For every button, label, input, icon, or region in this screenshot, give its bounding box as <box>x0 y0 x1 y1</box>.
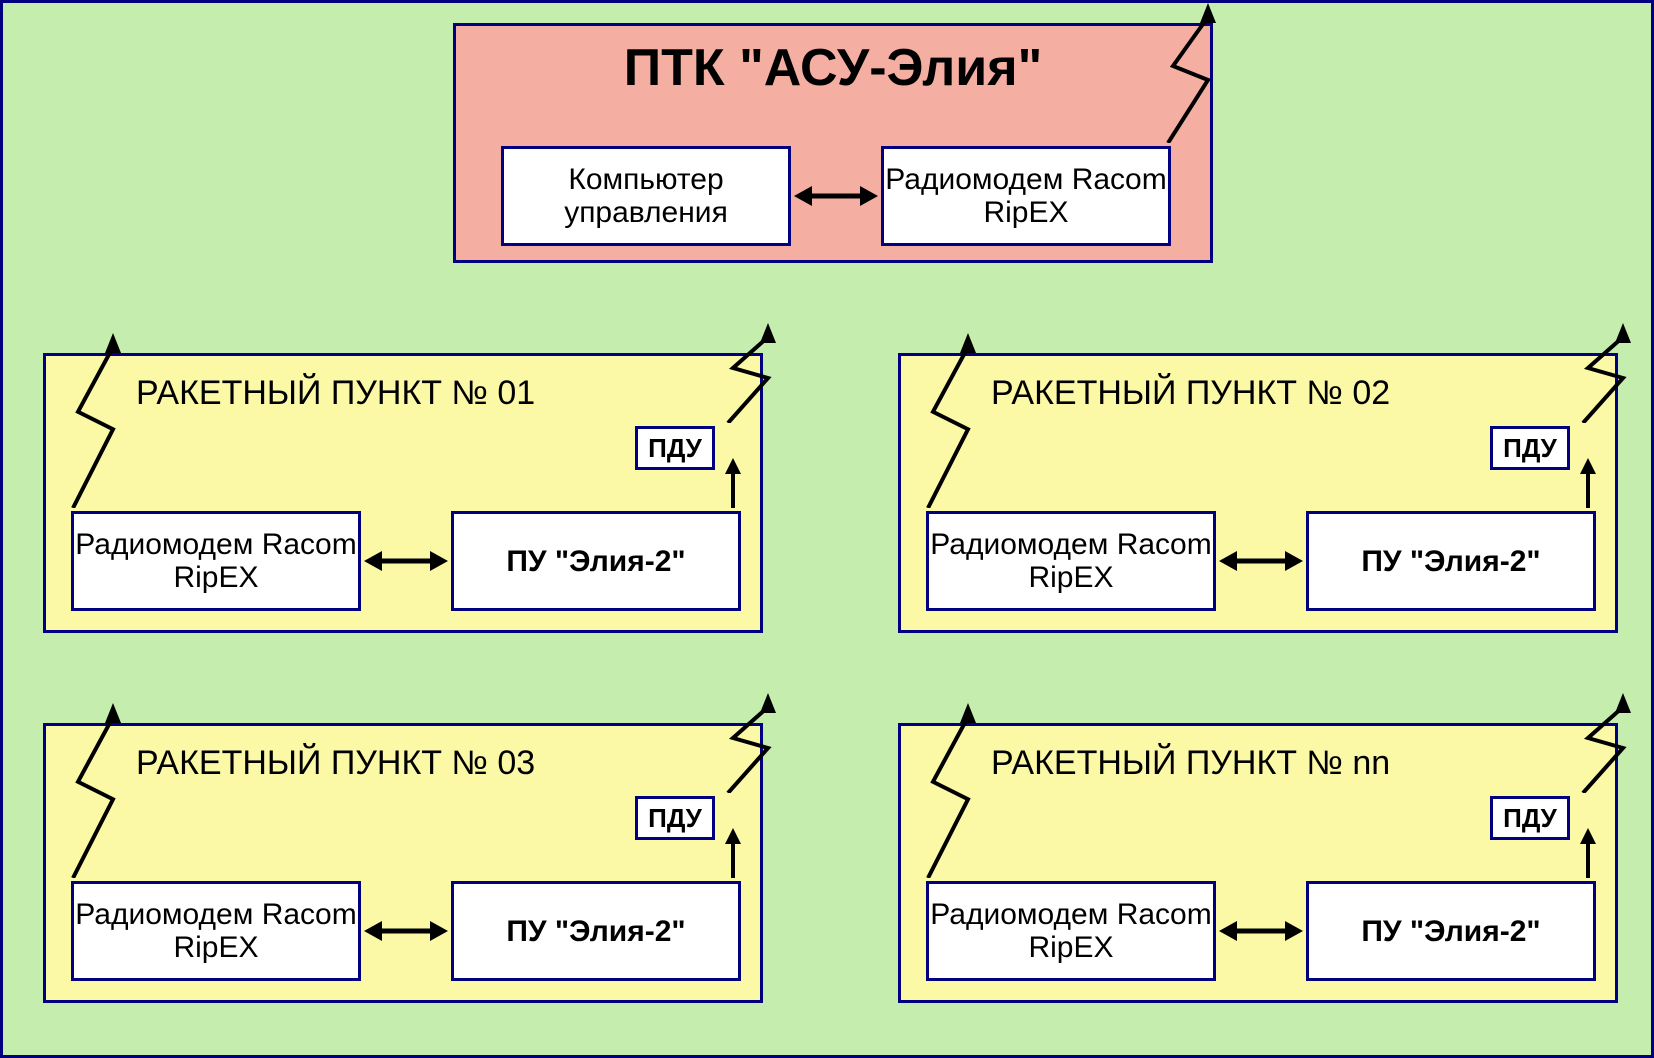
station-radiomodem-label: Радиомодем Racom RipEX <box>74 528 358 594</box>
station-title: РАКЕТНЫЙ ПУНКТ № 01 <box>136 374 535 413</box>
station-pu-box: ПУ "Элия-2" <box>1306 511 1596 611</box>
pdu-label: ПДУ <box>1503 433 1557 464</box>
bidir-arrow-icon <box>1219 546 1303 576</box>
antenna-icon <box>718 323 798 423</box>
station-radiomodem-box: Радиомодем Racom RipEX <box>71 881 361 981</box>
small-antenna-icon <box>1576 458 1600 508</box>
station-title: РАКЕТНЫЙ ПУНКТ № 02 <box>991 374 1390 413</box>
station-radiomodem-box: Радиомодем Racom RipEX <box>926 511 1216 611</box>
pdu-label: ПДУ <box>648 433 702 464</box>
ptk-block: ПТК "АСУ-Элия" Компьютер управления Радиом… <box>453 23 1213 263</box>
antenna-icon <box>1573 693 1653 793</box>
bidir-arrow-icon <box>794 181 878 211</box>
station-pu-box: ПУ "Элия-2" <box>1306 881 1596 981</box>
station-pu-label: ПУ "Элия-2" <box>506 915 685 948</box>
ptk-computer-box: Компьютер управления <box>501 146 791 246</box>
station-pu-box: ПУ "Элия-2" <box>451 881 741 981</box>
antenna-icon <box>1158 3 1238 143</box>
bidir-arrow-icon <box>364 916 448 946</box>
station-title: РАКЕТНЫЙ ПУНКТ № nn <box>991 744 1390 783</box>
station-block: РАКЕТНЫЙ ПУНКТ № 03 ПДУ Радиомодем Racom R… <box>43 723 763 1003</box>
station-radiomodem-label: Радиомодем Racom RipEX <box>74 898 358 964</box>
antenna-icon <box>718 693 798 793</box>
pdu-box: ПДУ <box>1490 796 1570 840</box>
ptk-radiomodem-box: Радиомодем Racom RipEX <box>881 146 1171 246</box>
station-block: РАКЕТНЫЙ ПУНКТ № 01 ПДУ Радиомодем Racom R… <box>43 353 763 633</box>
antenna-icon <box>1573 323 1653 423</box>
small-antenna-icon <box>721 458 745 508</box>
bidir-arrow-icon <box>364 546 448 576</box>
ptk-radiomodem-label: Радиомодем Racom RipEX <box>884 163 1168 229</box>
pdu-label: ПДУ <box>1503 803 1557 834</box>
station-radiomodem-label: Радиомодем Racom RipEX <box>929 898 1213 964</box>
station-block: РАКЕТНЫЙ ПУНКТ № nn ПДУ Радиомодем Racom R… <box>898 723 1618 1003</box>
antenna-icon <box>63 333 143 508</box>
pdu-box: ПДУ <box>1490 426 1570 470</box>
small-antenna-icon <box>1576 828 1600 878</box>
antenna-icon <box>63 703 143 878</box>
station-title: РАКЕТНЫЙ ПУНКТ № 03 <box>136 744 535 783</box>
diagram-canvas: ПТК "АСУ-Элия" Компьютер управления Радиом… <box>0 0 1654 1058</box>
ptk-title: ПТК "АСУ-Элия" <box>456 38 1210 98</box>
station-pu-box: ПУ "Элия-2" <box>451 511 741 611</box>
pdu-box: ПДУ <box>635 426 715 470</box>
antenna-icon <box>918 333 998 508</box>
antenna-icon <box>918 703 998 878</box>
small-antenna-icon <box>721 828 745 878</box>
station-block: РАКЕТНЫЙ ПУНКТ № 02 ПДУ Радиомодем Racom R… <box>898 353 1618 633</box>
station-radiomodem-label: Радиомодем Racom RipEX <box>929 528 1213 594</box>
pdu-label: ПДУ <box>648 803 702 834</box>
station-pu-label: ПУ "Элия-2" <box>506 545 685 578</box>
ptk-computer-label: Компьютер управления <box>504 163 788 229</box>
bidir-arrow-icon <box>1219 916 1303 946</box>
station-radiomodem-box: Радиомодем Racom RipEX <box>71 511 361 611</box>
station-pu-label: ПУ "Элия-2" <box>1361 915 1540 948</box>
station-radiomodem-box: Радиомодем Racom RipEX <box>926 881 1216 981</box>
station-pu-label: ПУ "Элия-2" <box>1361 545 1540 578</box>
pdu-box: ПДУ <box>635 796 715 840</box>
